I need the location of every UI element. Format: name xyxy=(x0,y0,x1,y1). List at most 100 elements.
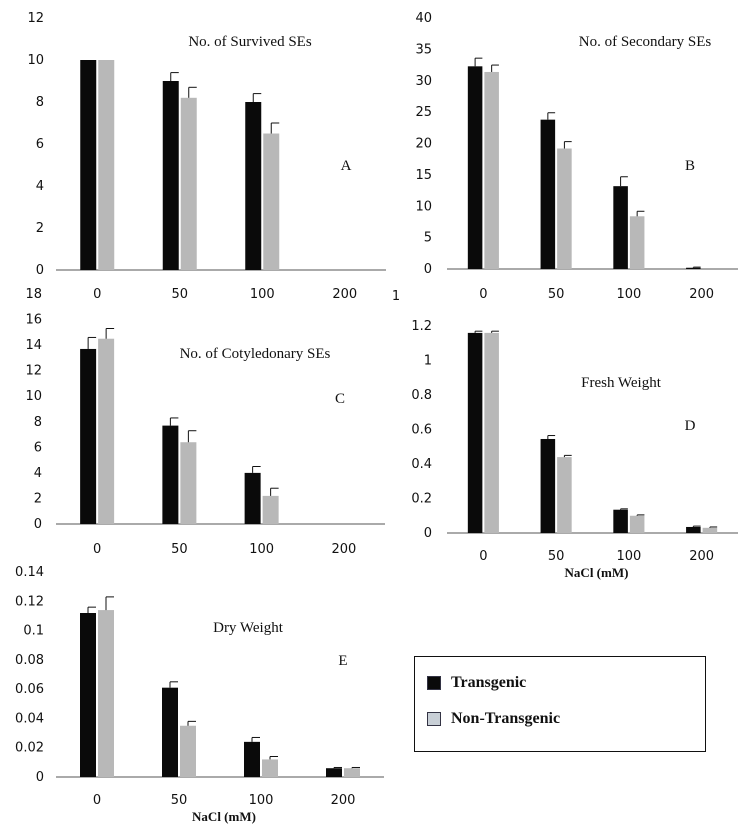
legend: Transgenic Non-Transgenic xyxy=(414,656,706,752)
panel-a-ytick-label: 0 xyxy=(36,263,44,278)
panel-d-ytick-label: 1 xyxy=(424,354,432,369)
panel-d-bar-non-transgenic xyxy=(484,332,499,533)
panel-a-category-label: 0 xyxy=(93,287,101,302)
panel-c-category-label: 50 xyxy=(171,542,188,557)
legend-item-non-transgenic: Non-Transgenic xyxy=(427,710,560,728)
panel-e-bar-non-transgenic xyxy=(98,610,114,777)
panel-d-bar-non-transgenic xyxy=(557,457,572,533)
panel-b-ytick-label: 15 xyxy=(415,168,432,183)
panel-d-category-label: 50 xyxy=(548,549,565,564)
panel-b-category-label: 100 xyxy=(616,287,641,302)
panel-a-category-label: 200 xyxy=(332,287,357,302)
panel-e-category-label: 0 xyxy=(93,793,101,808)
panel-e-title: Dry Weight xyxy=(213,620,284,636)
panel-b-category-label: 200 xyxy=(689,287,714,302)
panel-c-category-label: 200 xyxy=(331,542,356,557)
panel-a-bar-non-transgenic xyxy=(98,60,115,270)
panel-d-category-label: 200 xyxy=(689,549,714,564)
panel-b-ytick-label: 35 xyxy=(415,42,432,57)
panel-c-category-label: 100 xyxy=(249,542,274,557)
panel-b-ytick-label: 10 xyxy=(415,199,432,214)
panel-e-bar-non-transgenic xyxy=(344,768,360,777)
panel-d-x-axis-title: NaCl (mM) xyxy=(565,565,629,580)
panel-c-bar-transgenic xyxy=(244,472,261,524)
panel-a-ytick-label: 4 xyxy=(36,179,44,194)
panel-d-ytick-label: 0.4 xyxy=(411,457,432,472)
panel-b-category-label: 50 xyxy=(548,287,565,302)
panel-a-ytick-label: 2 xyxy=(36,221,44,236)
panel-b-ytick-label: 40 xyxy=(415,11,432,26)
panel-d-letter: D xyxy=(685,418,696,434)
panel-e-ytick-label: 0.14 xyxy=(15,565,44,580)
panel-d-bar-non-transgenic xyxy=(629,515,645,533)
panel-a-bar-non-transgenic xyxy=(180,97,197,270)
panel-b-bar-non-transgenic xyxy=(557,148,572,269)
panel-c-ytick-label: 2 xyxy=(34,491,42,506)
panel-d-bar-transgenic xyxy=(613,509,628,533)
panel-a-ytick-label: 6 xyxy=(36,137,44,152)
panel-b-bar-transgenic xyxy=(540,119,556,269)
panel-e-category-label: 200 xyxy=(331,793,356,808)
panel-e-category-label: 50 xyxy=(171,793,188,808)
legend-label-transgenic: Transgenic xyxy=(451,674,527,691)
panel-a-bar-transgenic xyxy=(80,60,97,270)
legend-swatch-non-transgenic xyxy=(427,712,441,726)
panel-b-title: No. of Secondary SEs xyxy=(579,34,712,50)
panel-a-letter: A xyxy=(341,158,352,174)
panel-d-ytick-label: 0.2 xyxy=(411,492,432,507)
panel-b-category-label: 0 xyxy=(479,287,487,302)
panel-c-ytick-label: 6 xyxy=(34,440,42,455)
panel-d-bar-transgenic xyxy=(686,526,701,533)
panel-c-category-label: 0 xyxy=(93,542,101,557)
panel-e-bar-non-transgenic xyxy=(180,725,196,777)
panel-e-ytick-label: 0.02 xyxy=(15,741,44,756)
panel-e-bar-non-transgenic xyxy=(262,759,278,777)
legend-item-transgenic: Transgenic xyxy=(427,674,526,692)
panel-e-bar-transgenic xyxy=(244,741,260,777)
panel-b-ytick-label: 5 xyxy=(424,231,432,246)
panel-e-ytick-label: 0.06 xyxy=(15,682,44,697)
panel-c-ytick-label: 10 xyxy=(25,389,42,404)
panel-e-ytick-label: 0.1 xyxy=(23,624,44,639)
panel-a-ytick-label: 10 xyxy=(27,53,44,68)
panel-b-bar-transgenic xyxy=(467,66,483,269)
panel-c-ytick-label: 0 xyxy=(34,517,42,532)
panel-c-bar-non-transgenic xyxy=(98,338,115,524)
panel-e-category-label: 100 xyxy=(249,793,274,808)
panel-c-bar-transgenic xyxy=(80,348,97,524)
panel-e-bar-transgenic xyxy=(80,613,96,777)
panel-a-category-label: 100 xyxy=(250,287,275,302)
panel-d-ytick-label: 1.2 xyxy=(411,319,432,334)
panel-b-bar-non-transgenic xyxy=(484,71,499,269)
panel-b-ytick-label: 25 xyxy=(415,105,432,120)
panel-d-category-label: 0 xyxy=(479,549,487,564)
panel-c-bar-non-transgenic xyxy=(180,442,197,524)
panel-e-ytick-label: 0.04 xyxy=(15,711,44,726)
panel-e-ytick-label: 0.08 xyxy=(15,653,44,668)
panel-a-bar-non-transgenic xyxy=(263,133,280,270)
panel-b-bar-transgenic xyxy=(686,267,701,269)
legend-label-non-transgenic: Non-Transgenic xyxy=(451,710,561,727)
panel-d-ytick-label: 0.8 xyxy=(411,388,432,403)
panel-d-ytick-label: 0.6 xyxy=(411,423,432,438)
panel-a-bar-transgenic xyxy=(162,81,179,270)
panel-d-bar-non-transgenic xyxy=(702,527,718,533)
panel-c-ytick-label: 8 xyxy=(34,415,42,430)
panel-e-ytick-label: 0 xyxy=(36,770,44,785)
panel-c-ytick-label: 4 xyxy=(34,466,42,481)
panel-b-ytick-label: 20 xyxy=(415,137,432,152)
panel-a-ytick-label: 8 xyxy=(36,95,44,110)
panel-e-ytick-label: 0.12 xyxy=(15,594,44,609)
panel-a-title: No. of Survived SEs xyxy=(188,34,311,50)
stray-axis-label: 1 xyxy=(392,289,400,304)
panel-c-ytick-label: 18 xyxy=(25,287,42,302)
panel-c-bar-non-transgenic xyxy=(262,495,279,524)
panel-e-bar-transgenic xyxy=(162,687,178,777)
panel-b-ytick-label: 30 xyxy=(415,74,432,89)
panel-d-title: Fresh Weight xyxy=(581,375,662,391)
panel-b-letter: B xyxy=(685,158,695,174)
panel-a-category-label: 50 xyxy=(171,287,188,302)
panel-c-letter: C xyxy=(335,391,345,407)
panel-e-letter: E xyxy=(338,653,347,669)
